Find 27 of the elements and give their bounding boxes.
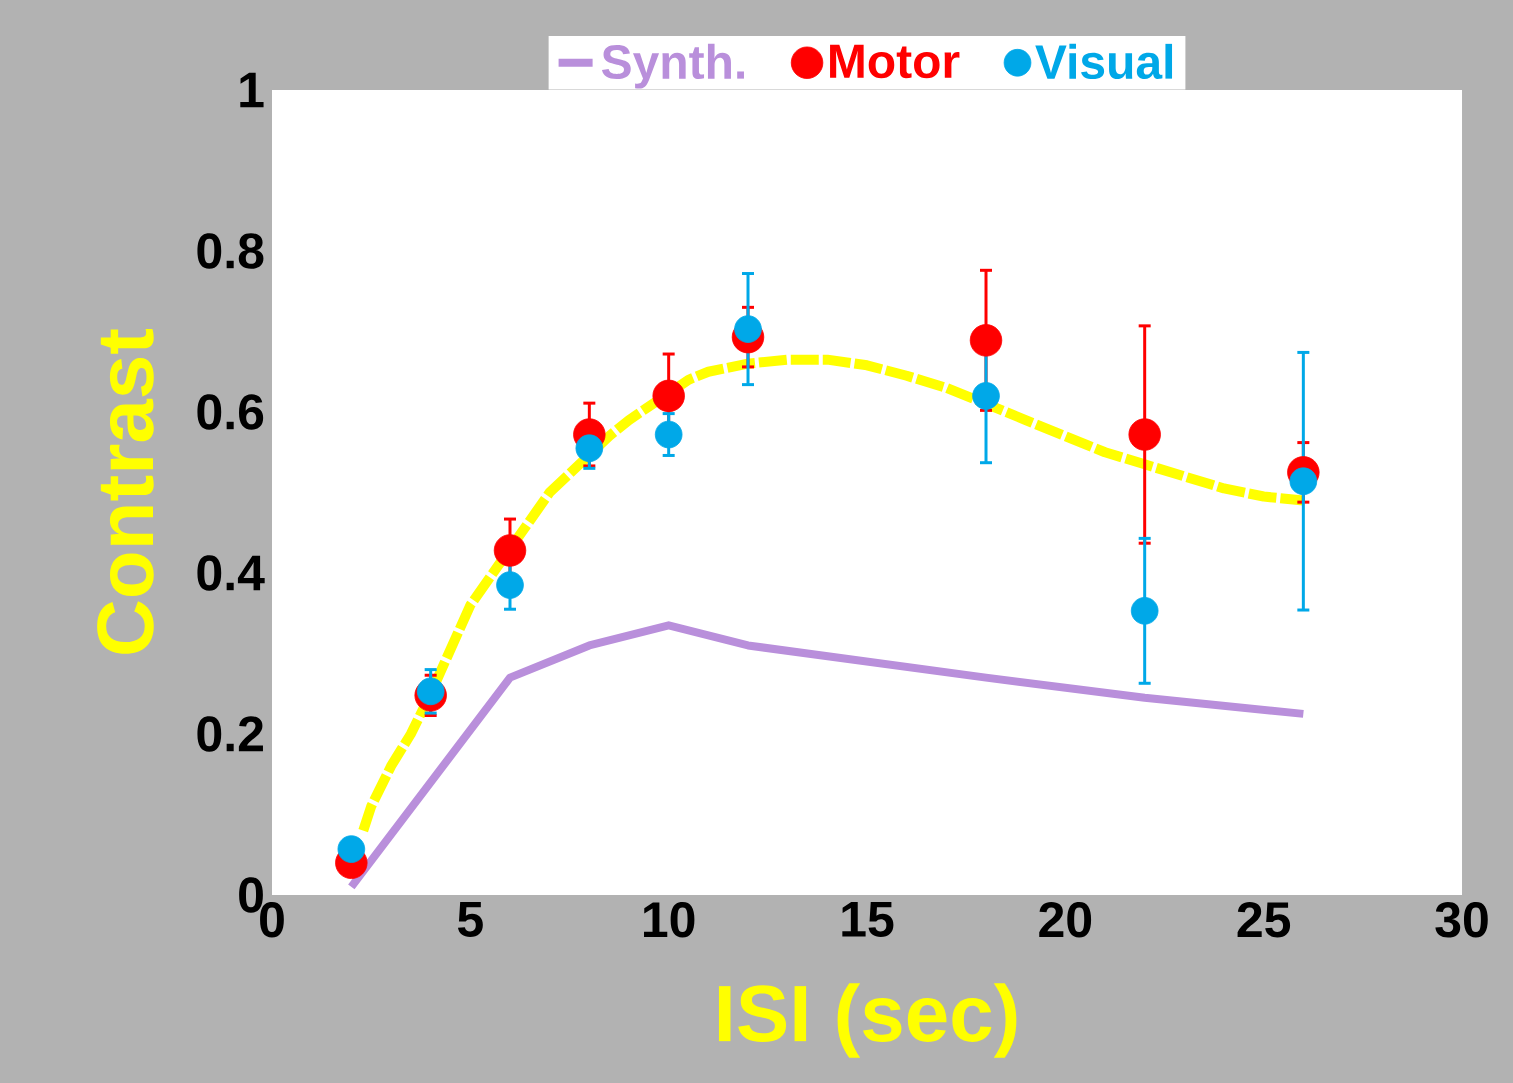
- point: [652, 379, 685, 413]
- point: [493, 534, 527, 567]
- point: [337, 835, 366, 863]
- point: [972, 382, 1000, 410]
- legend-label: Motor: [830, 44, 960, 79]
- x-tick-label: 30: [1435, 902, 1488, 938]
- point: [1130, 597, 1159, 625]
- point: [734, 315, 762, 343]
- point: [1289, 467, 1318, 496]
- legend-label: Synth.: [601, 43, 744, 89]
- x-tick-label: 25: [1237, 902, 1291, 938]
- y-tick-label: 0.4: [197, 555, 265, 591]
- y-tick-label: 1: [240, 72, 264, 108]
- x-tick-label: 20: [1039, 902, 1092, 938]
- x-tick-label: 5: [457, 902, 483, 937]
- x-axis-title: ISI (sec): [718, 983, 1017, 1058]
- legend-label: Visual: [1035, 43, 1173, 80]
- x-tick-label: 15: [842, 902, 894, 937]
- x-tick-label: 10: [644, 902, 695, 938]
- y-tick-label: 0.6: [197, 394, 264, 430]
- point: [654, 420, 683, 449]
- y-tick-label: 0.8: [197, 233, 264, 269]
- point: [969, 324, 1003, 357]
- point: [1128, 418, 1161, 451]
- y-axis-title: Contrast: [97, 329, 154, 654]
- point: [496, 571, 524, 599]
- y-tick-label: 0.2: [197, 716, 263, 752]
